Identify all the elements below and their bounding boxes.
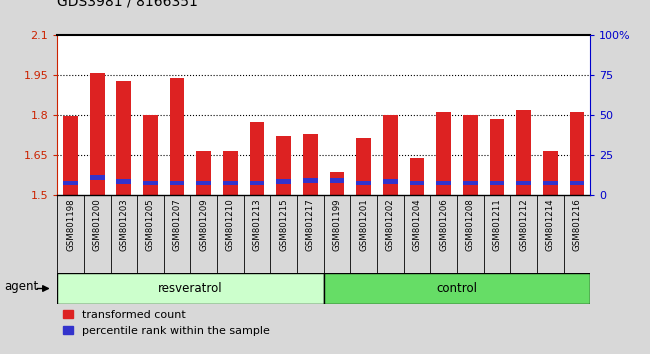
- Text: GSM801213: GSM801213: [253, 199, 261, 251]
- Text: control: control: [436, 282, 478, 295]
- Text: GSM801209: GSM801209: [200, 199, 208, 251]
- Bar: [63, 116, 78, 195]
- Bar: [143, 181, 158, 185]
- Text: GSM801217: GSM801217: [306, 199, 315, 251]
- Bar: [116, 179, 131, 184]
- Text: agent: agent: [5, 280, 39, 293]
- Bar: [303, 178, 318, 183]
- Bar: [436, 181, 451, 185]
- Bar: [276, 179, 291, 184]
- Bar: [410, 181, 424, 185]
- Bar: [250, 122, 265, 195]
- Text: GDS3981 / 8166351: GDS3981 / 8166351: [57, 0, 198, 9]
- Text: GSM801201: GSM801201: [359, 199, 368, 251]
- Bar: [143, 115, 158, 195]
- Text: GSM801199: GSM801199: [333, 199, 341, 251]
- Bar: [383, 115, 398, 195]
- Text: GSM801210: GSM801210: [226, 199, 235, 251]
- Text: GSM801204: GSM801204: [413, 199, 421, 251]
- Bar: [356, 181, 371, 185]
- Bar: [463, 115, 478, 195]
- Bar: [543, 181, 558, 185]
- Bar: [383, 179, 398, 184]
- Bar: [516, 181, 531, 185]
- Bar: [223, 151, 238, 195]
- Bar: [90, 175, 105, 180]
- Bar: [489, 181, 504, 185]
- Bar: [516, 110, 531, 195]
- Bar: [116, 81, 131, 195]
- Bar: [463, 181, 478, 185]
- Bar: [330, 172, 344, 195]
- Text: GSM801205: GSM801205: [146, 199, 155, 251]
- Bar: [569, 113, 584, 195]
- Bar: [196, 151, 211, 195]
- Text: GSM801207: GSM801207: [173, 199, 181, 251]
- Text: GSM801208: GSM801208: [466, 199, 474, 251]
- Bar: [90, 73, 105, 195]
- Text: GSM801216: GSM801216: [573, 199, 581, 251]
- Bar: [223, 181, 238, 185]
- Text: GSM801203: GSM801203: [120, 199, 128, 251]
- Text: GSM801202: GSM801202: [386, 199, 395, 251]
- Bar: [276, 136, 291, 195]
- Text: GSM801215: GSM801215: [280, 199, 288, 251]
- Bar: [436, 113, 451, 195]
- Text: GSM801214: GSM801214: [546, 199, 554, 251]
- Text: resveratrol: resveratrol: [158, 282, 223, 295]
- Bar: [250, 181, 265, 185]
- Bar: [63, 181, 78, 185]
- Bar: [569, 181, 584, 185]
- Text: GSM801200: GSM801200: [93, 199, 101, 251]
- Bar: [410, 158, 424, 195]
- Bar: [489, 119, 504, 195]
- Bar: [57, 273, 324, 304]
- Bar: [303, 133, 318, 195]
- Bar: [170, 181, 185, 185]
- Text: GSM801212: GSM801212: [519, 199, 528, 251]
- Legend: transformed count, percentile rank within the sample: transformed count, percentile rank withi…: [63, 310, 270, 336]
- Bar: [196, 181, 211, 185]
- Bar: [330, 178, 344, 183]
- Bar: [170, 78, 185, 195]
- Bar: [356, 138, 371, 195]
- Text: GSM801206: GSM801206: [439, 199, 448, 251]
- Bar: [543, 151, 558, 195]
- Bar: [324, 273, 590, 304]
- Text: GSM801211: GSM801211: [493, 199, 501, 251]
- Text: GSM801198: GSM801198: [66, 199, 75, 251]
